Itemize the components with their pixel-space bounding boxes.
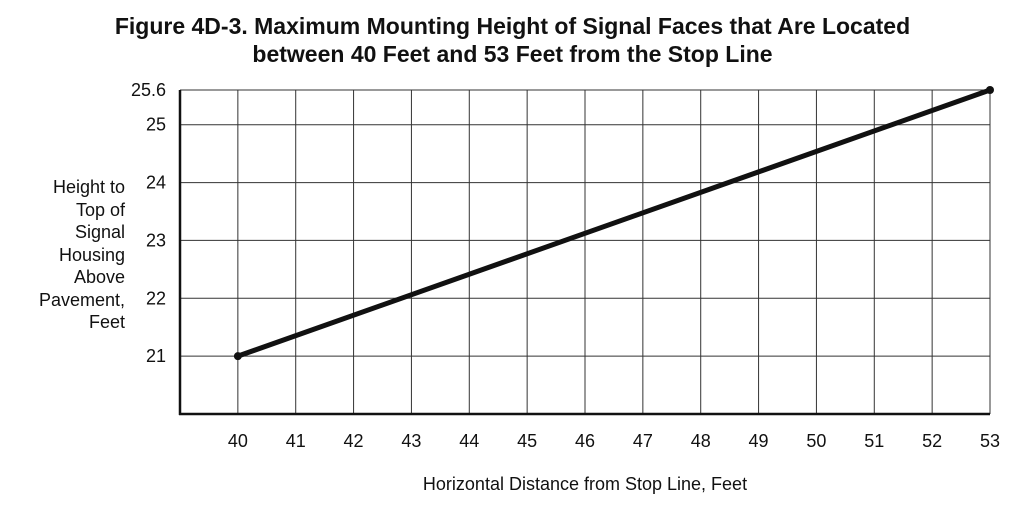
x-tick-label: 49 xyxy=(749,431,769,451)
x-tick-label: 48 xyxy=(691,431,711,451)
y-axis-label-line: Top of xyxy=(75,199,125,220)
y-tick-label: 21 xyxy=(146,346,166,366)
y-axis-label-line: Housing xyxy=(58,244,125,265)
y-axis-label-line: Height to xyxy=(52,177,125,197)
tick-labels: 40 41 42 43 44 45 46 47 48 49 50 51 52 53 21 22 23 24 25 25… xyxy=(131,80,1000,451)
y-tick-label: 22 xyxy=(146,288,166,308)
data-point xyxy=(986,86,994,94)
y-axis-label-line: Feet xyxy=(88,312,125,332)
y-axis-label-line: Above xyxy=(73,267,125,287)
x-tick-label: 40 xyxy=(228,431,248,451)
x-tick-label: 51 xyxy=(864,431,884,451)
series-line xyxy=(235,87,993,359)
y-axis-label-line: Signal xyxy=(74,222,125,242)
x-tick-label: 47 xyxy=(633,431,653,451)
chart-title: Figure 4D-3. Maximum Mounting Height of … xyxy=(0,12,1025,68)
x-tick-label: 43 xyxy=(401,431,421,451)
data-point xyxy=(233,352,242,361)
chart-title-line-2: between 40 Feet and 53 Feet from the Sto… xyxy=(252,41,773,67)
y-tick-label: 25.6 xyxy=(131,80,166,100)
x-tick-label: 52 xyxy=(922,431,942,451)
x-tick-label: 41 xyxy=(286,431,306,451)
x-tick-label: 45 xyxy=(517,431,537,451)
series-layer xyxy=(233,86,994,361)
axes xyxy=(178,90,990,416)
y-tick-label: 23 xyxy=(146,230,166,250)
x-tick-label: 42 xyxy=(344,431,364,451)
y-tick-label: 24 xyxy=(146,173,166,193)
x-axis-label: Horizontal Distance from Stop Line, Feet xyxy=(422,474,748,494)
x-tick-label: 50 xyxy=(806,431,826,451)
x-tick-label: 46 xyxy=(575,431,595,451)
x-tick-label: 53 xyxy=(980,431,1000,451)
grid xyxy=(180,89,991,414)
chart-title-line-1: Figure 4D-3. Maximum Mounting Height of … xyxy=(114,13,911,39)
y-axis-label: Height to Top of Signal Housing Above Pa… xyxy=(39,176,125,334)
y-tick-label: 25 xyxy=(146,115,166,135)
y-axis-label-line: Pavement, xyxy=(38,289,125,310)
x-tick-label: 44 xyxy=(459,431,479,451)
